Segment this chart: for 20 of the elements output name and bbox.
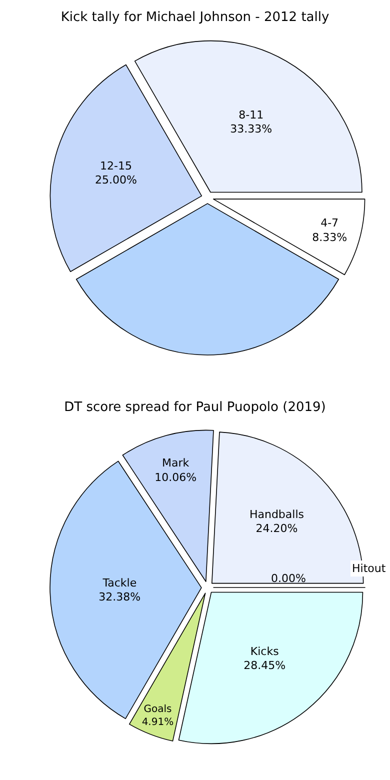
category-label: Hitout — [352, 562, 386, 575]
chart-title: Kick tally for Michael Johnson - 2012 tally — [60, 10, 330, 25]
data-label: 8.33% — [312, 230, 348, 244]
slice-label: Kicks — [250, 644, 280, 658]
slice-label: Handballs — [249, 508, 304, 521]
data-label: 33.33% — [230, 122, 272, 136]
data-label: 24.20% — [256, 522, 298, 536]
slice-label: 4-7 — [320, 216, 339, 230]
data-label: 10.06% — [154, 470, 197, 484]
data-label: 32.38% — [98, 590, 141, 604]
data-label: 25.00% — [94, 174, 137, 187]
data-label: 28.45% — [244, 659, 286, 672]
slice-label: Mark — [162, 456, 190, 470]
slice-label: Goals — [144, 704, 172, 716]
slice-label: 12-15 — [100, 159, 132, 172]
text: 0.00% — [271, 572, 306, 585]
chart-title: DT score spread for Paul Puopolo (2019) — [64, 400, 326, 415]
slice-label: Tackle — [102, 576, 137, 590]
data-label: 4.91% — [142, 717, 174, 728]
slice-label: 8-11 — [238, 108, 264, 122]
